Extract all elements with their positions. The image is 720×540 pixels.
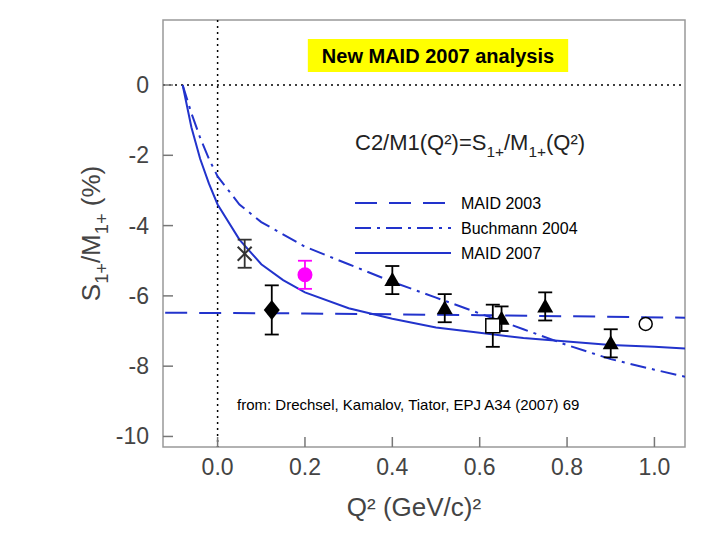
error-bar-cap [438, 321, 452, 323]
error-bar-cap [604, 328, 618, 330]
error-bar-cap [486, 346, 500, 348]
error-bar-cap [238, 239, 252, 241]
error-bar-cap [238, 267, 252, 269]
error-bar [604, 329, 618, 357]
legend-label: Buchmann 2004 [461, 220, 578, 237]
y-tick-label: -10 [116, 423, 149, 449]
x-tick-label: 0.8 [551, 454, 583, 480]
y-tick [163, 155, 173, 157]
x-tick-label: 1.0 [638, 454, 670, 480]
marker [639, 317, 652, 330]
error-bar [538, 292, 552, 320]
legend-swatch [355, 227, 451, 229]
error-bar-cap [385, 265, 399, 267]
y-tick-label: -8 [129, 353, 149, 379]
y-tick [163, 436, 173, 438]
y-tick-label: -2 [129, 142, 149, 168]
marker [238, 247, 252, 261]
error-bar-cap [438, 293, 452, 295]
y-tick-label: -6 [129, 283, 149, 309]
error-bar-cap [298, 260, 312, 262]
x-tick-label: 0.6 [464, 454, 496, 480]
y-tick-label: -4 [129, 213, 150, 239]
x-tick [566, 437, 568, 447]
error-bar-cap [495, 306, 509, 308]
y-tick-label: 0 [136, 72, 149, 98]
error-bar [385, 266, 399, 294]
error-bar-cap [538, 291, 552, 293]
marker [264, 300, 280, 320]
x-tick [654, 437, 656, 447]
error-bar [265, 285, 279, 334]
plot-frame [163, 20, 685, 447]
marker [437, 300, 453, 314]
zero-line-y [163, 84, 685, 86]
error-bar-cap [265, 334, 279, 336]
x-tick-label: 0.4 [376, 454, 408, 480]
marker [603, 335, 619, 349]
y-axis-label: S1+/M1+ (%) [76, 166, 112, 301]
error-bar [438, 294, 452, 322]
error-bar-cap [604, 356, 618, 358]
curve [183, 85, 685, 349]
source-note: from: Drechsel, Kamalov, Tiator, EPJ A34… [237, 396, 579, 413]
x-tick-label: 0.2 [289, 454, 321, 480]
curve [183, 85, 685, 377]
error-bar-cap [486, 304, 500, 306]
y-tick [163, 365, 173, 367]
x-tick [392, 437, 394, 447]
zero-line-x [217, 20, 219, 447]
chart: 0 -2 -4 -6 -8 -10 0.0 0.2 0.4 0.6 0.8 1.0 Q² (GeV/c)… [0, 0, 720, 540]
marker [537, 298, 553, 312]
marker [486, 319, 500, 333]
marker [297, 267, 312, 282]
x-tick-label: 0.0 [202, 454, 234, 480]
error-bar [298, 261, 312, 289]
error-bar-cap [298, 288, 312, 290]
y-tick [163, 225, 173, 227]
legend-label: MAID 2007 [461, 245, 541, 262]
plot-area [165, 85, 685, 377]
error-bar [238, 240, 252, 268]
x-axis-label: Q² (GeV/c)² [347, 492, 482, 522]
legend-swatch [355, 252, 451, 254]
y-tick [163, 295, 173, 297]
error-bar-cap [385, 293, 399, 295]
x-tick [217, 437, 219, 447]
legend-label: MAID 2003 [461, 195, 541, 212]
error-bar [486, 305, 500, 347]
title: New MAID 2007 analysis [322, 45, 554, 67]
marker [384, 272, 400, 286]
curve [165, 313, 685, 318]
formula: C2/M1(Q²)=S1+/M1+(Q²) [355, 130, 585, 160]
x-tick [479, 437, 481, 447]
title-box [308, 39, 568, 72]
error-bar-cap [265, 284, 279, 286]
legend-swatch [355, 202, 451, 204]
x-tick [304, 437, 306, 447]
y-tick [163, 84, 173, 86]
error-bar-cap [538, 320, 552, 322]
